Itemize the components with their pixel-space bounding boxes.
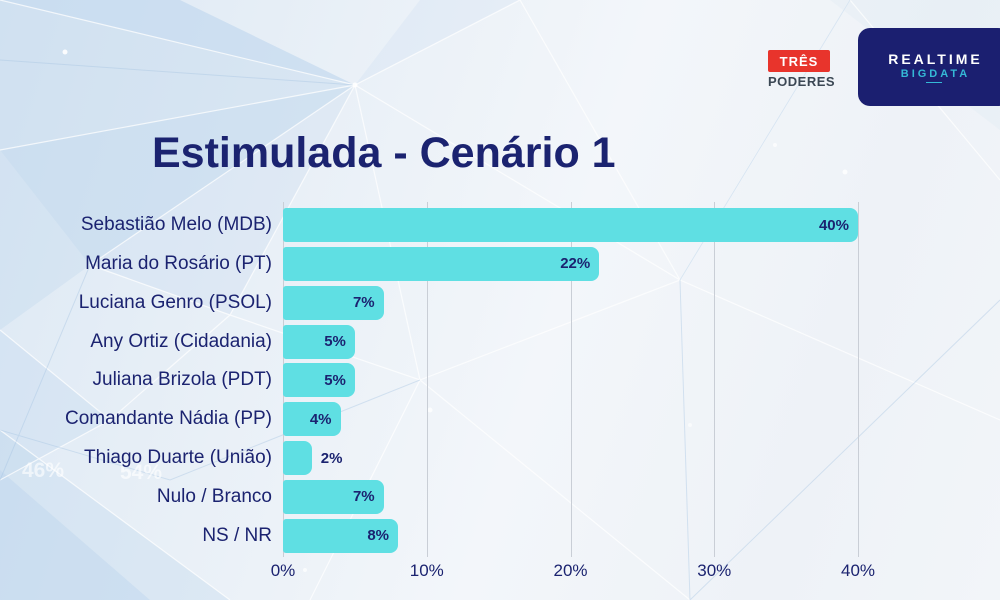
gridline-40% <box>858 202 859 557</box>
x-axis-tick-label: 10% <box>409 561 444 580</box>
gridline-30% <box>714 202 716 557</box>
chart-row: NS / NR 8% <box>0 518 1000 553</box>
chart-title: Estimulada - Cenário 1 <box>152 129 616 177</box>
realtime-bigdata-logo: REALTIME BIGDATA <box>858 28 1000 106</box>
tres-poderes-logo-box: TRÊS <box>768 50 830 72</box>
realtime-bigdata-logo-underline <box>926 82 942 83</box>
x-axis-tick-label: 40% <box>840 561 876 580</box>
bar-7% <box>283 479 384 514</box>
category-label: Juliana Brizola (PDT) <box>92 369 273 391</box>
tres-poderes-logo-line2: PODERES <box>768 74 836 89</box>
value-label: 2% <box>320 449 343 467</box>
tres-poderes-logo: TRÊS PODERES <box>768 50 836 89</box>
value-label: 40% <box>818 216 849 234</box>
gridline-20% <box>570 202 572 557</box>
chart-row: Thiago Duarte (União) 2% <box>0 441 1000 476</box>
category-label: Sebastião Melo (MDB) <box>80 214 272 235</box>
bar-22% <box>283 246 600 281</box>
bar-8% <box>283 518 398 553</box>
background-watermark-right: 54% <box>120 461 163 484</box>
value-label: 5% <box>324 371 346 389</box>
value-label: 5% <box>324 333 346 351</box>
value-label: 4% <box>309 410 332 428</box>
realtime-bigdata-logo-line1: REALTIME <box>888 51 983 67</box>
background-watermark-left: 46% <box>22 459 65 482</box>
bar-2% <box>283 441 312 476</box>
chart-row: Maria do Rosário (PT) 22% <box>0 246 1000 281</box>
bar-5% <box>283 324 355 359</box>
realtime-bigdata-logo-line2: BIGDATA <box>900 68 971 80</box>
chart-row: Juliana Brizola (PDT) 5% <box>0 363 1000 398</box>
tres-poderes-logo-line1: TRÊS <box>779 53 819 69</box>
category-label: NS / NR <box>202 524 272 546</box>
chart-row: Luciana Genro (PSOL) 7% <box>0 285 1000 320</box>
category-label: Maria do Rosário (PT) <box>85 252 272 274</box>
bar-5% <box>283 363 355 398</box>
category-label: Nulo / Branco <box>156 485 272 507</box>
value-label: 8% <box>367 527 389 545</box>
chart-row: Nulo / Branco 7% <box>0 479 1000 514</box>
x-axis-tick-label: 30% <box>697 561 732 580</box>
chart-row: Comandante Nádia (PP) 4% <box>0 402 1000 437</box>
category-label: Any Ortiz (Cidadania) <box>90 330 272 352</box>
bar-7% <box>283 285 384 320</box>
x-axis-tick-label: 0% <box>270 561 296 580</box>
category-label: Luciana Genro (PSOL) <box>78 291 272 313</box>
category-label: Thiago Duarte (União) <box>84 447 272 469</box>
chart-row: Sebastião Melo (MDB) 40% <box>0 208 1000 242</box>
chart-row: Any Ortiz (Cidadania) 5% <box>0 324 1000 359</box>
bar-4% <box>283 402 341 437</box>
x-axis-tick-label: 20% <box>553 561 588 580</box>
bar-40% <box>283 208 858 242</box>
value-label: 7% <box>352 294 375 312</box>
gridline-10% <box>426 202 428 557</box>
value-label: 22% <box>560 255 591 273</box>
value-label: 7% <box>352 488 375 506</box>
category-label: Comandante Nádia (PP) <box>65 408 272 430</box>
